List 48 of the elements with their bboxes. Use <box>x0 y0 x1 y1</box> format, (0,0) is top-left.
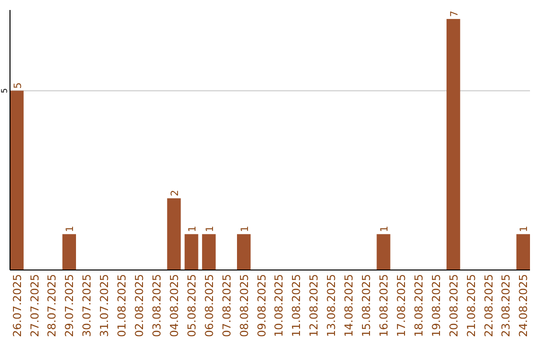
x-tick-label: 17.08.2025 <box>394 274 408 337</box>
x-tick-label: 01.08.2025 <box>116 274 129 337</box>
x-tick-label: 09.08.2025 <box>255 274 268 337</box>
x-tick-label: 08.08.2025 <box>238 274 251 337</box>
x-tick-label: 02.08.2025 <box>133 274 146 337</box>
data-label: 1 <box>204 226 216 232</box>
x-tick-label: 28.07.2025 <box>46 274 59 337</box>
x-tick-label: 06.08.2025 <box>202 274 216 337</box>
data-label: 1 <box>240 226 251 232</box>
x-tick-label: 30.07.2025 <box>80 274 94 337</box>
data-label: 1 <box>380 226 390 232</box>
bar <box>184 234 198 270</box>
bar <box>202 234 216 270</box>
x-tick-label: 16.08.2025 <box>378 274 390 337</box>
bar <box>376 234 390 270</box>
bar <box>62 234 76 270</box>
bar <box>446 18 460 270</box>
x-tick-label: 20.08.2025 <box>447 274 460 337</box>
x-tick-label: 26.07.2025 <box>10 274 24 337</box>
data-label: 1 <box>519 226 530 232</box>
x-tick-label: 15.08.2025 <box>360 274 374 337</box>
data-label: 1 <box>187 226 198 232</box>
x-tick-label: 31.07.2025 <box>98 274 112 337</box>
x-tick-label: 07.08.2025 <box>220 274 234 337</box>
bar <box>237 234 251 270</box>
x-tick-label: 11.08.2025 <box>290 274 304 337</box>
data-label: 7 <box>449 10 460 17</box>
bar <box>167 198 181 270</box>
x-tick-label: 21.08.2025 <box>464 274 478 337</box>
x-tick-label: 22.08.2025 <box>482 274 496 337</box>
x-tick-label: 13.08.2025 <box>325 274 338 337</box>
x-tick-label: 29.07.2025 <box>63 274 76 337</box>
x-tick-label: 12.08.2025 <box>308 274 321 337</box>
x-tick-label: 03.08.2025 <box>150 274 164 337</box>
x-tick-label: 14.08.2025 <box>342 274 356 337</box>
x-tick-label: 23.08.2025 <box>500 274 513 337</box>
x-tick-label: 19.08.2025 <box>430 274 443 337</box>
x-tick-label: 18.08.2025 <box>412 274 426 337</box>
x-tick-label: 24.08.2025 <box>517 274 530 337</box>
x-tick-label: 27.07.2025 <box>28 274 42 337</box>
x-tick-label: 10.08.2025 <box>272 274 286 337</box>
bar <box>10 90 24 270</box>
data-label: 5 <box>0 88 9 94</box>
data-label: 1 <box>65 226 76 232</box>
data-label: 2 <box>170 190 181 196</box>
x-tick-label: 05.08.2025 <box>185 274 198 337</box>
bar <box>516 234 530 270</box>
x-tick-label: 04.08.2025 <box>168 274 181 337</box>
